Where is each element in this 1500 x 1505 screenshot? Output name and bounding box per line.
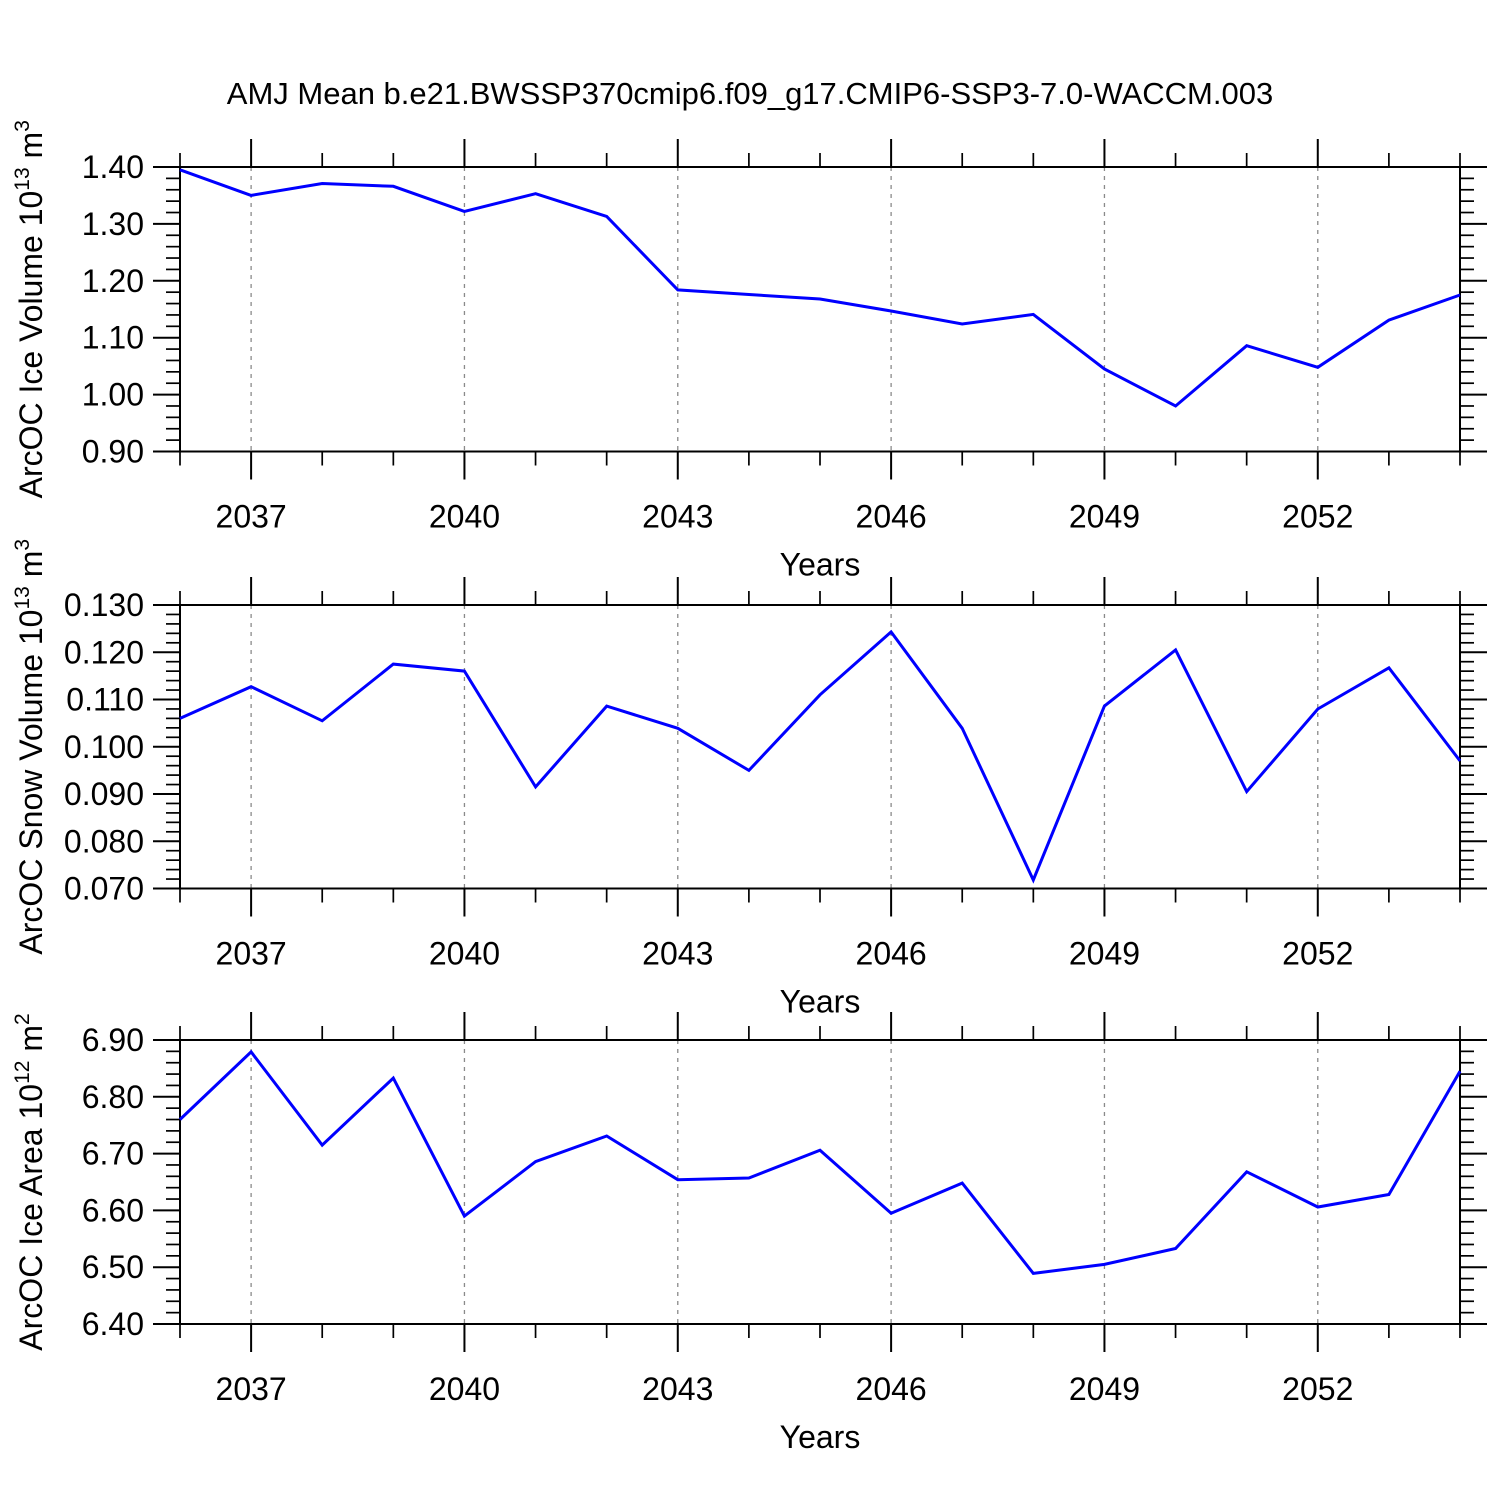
series-line-ice-area — [178, 1049, 1462, 1275]
y-axis-title-part: m — [13, 132, 49, 168]
x-tick-label: 2049 — [1069, 499, 1140, 535]
y-tick-label: 1.10 — [82, 320, 144, 356]
y-axis-title-sup: 2 — [11, 1013, 34, 1025]
series-line-ice-volume — [179, 168, 1461, 408]
plot-box — [179, 166, 1461, 453]
x-tick-label: 2049 — [1069, 1371, 1140, 1407]
y-axis-title-part: m — [13, 1025, 49, 1061]
y-tick-label: 6.70 — [82, 1136, 144, 1172]
panel-ice-area: 6.40 6.50 6.60 6.70 6.80 6.90 2037 2040 2043 2046… — [11, 1012, 1487, 1455]
plot-box — [179, 1039, 1461, 1325]
y-axis-title-part: ArcOC Snow Volume 10 — [13, 610, 49, 955]
x-tick-label: 2040 — [429, 936, 500, 972]
x-tick-label: 2049 — [1069, 936, 1140, 972]
y-tick-label: 0.110 — [66, 682, 144, 718]
y-axis-title-part: ArcOC Ice Volume 10 — [13, 191, 49, 499]
y-tick-label: 1.00 — [82, 377, 144, 413]
y-axis-title-part: ArcOC Ice Area 10 — [13, 1084, 49, 1351]
y-axis-title: ArcOC Ice Area 1012 m2 — [11, 1013, 49, 1350]
y-tick-label: 6.40 — [82, 1306, 144, 1342]
x-axis-title: Years — [780, 1419, 861, 1455]
y-tick-label: 0.080 — [64, 823, 144, 859]
y-tick-label: 6.50 — [82, 1249, 144, 1285]
y-axis-title: ArcOC Snow Volume 1013 m3 — [11, 539, 49, 955]
x-axis-title: Years — [780, 984, 861, 1020]
y-axis-title-sup: 3 — [11, 120, 34, 132]
plot-box — [179, 604, 1461, 890]
y-tick-label: 6.60 — [82, 1192, 144, 1228]
x-tick-label: 2043 — [642, 499, 713, 535]
x-axis-title: Years — [780, 547, 861, 583]
x-tick-label: 2052 — [1282, 936, 1353, 972]
x-tick-label: 2040 — [429, 1371, 500, 1407]
y-tick-label: 0.130 — [64, 587, 144, 623]
x-tick-label: 2052 — [1282, 1371, 1353, 1407]
series-line-snow-volume — [179, 629, 1462, 884]
x-tick-label: 2046 — [856, 499, 927, 535]
y-axis-title: ArcOC Ice Volume 1013 m3 — [11, 120, 49, 498]
y-tick-label: 6.80 — [82, 1079, 144, 1115]
y-tick-label: 0.090 — [64, 776, 144, 812]
x-tick-label: 2046 — [856, 1371, 927, 1407]
x-tick-label: 2043 — [642, 936, 713, 972]
x-tick-label: 2043 — [642, 1371, 713, 1407]
y-tick-label: 1.40 — [82, 149, 144, 185]
x-tick-label: 2046 — [856, 936, 927, 972]
panel-snow-volume: 0.070 0.080 0.090 0.100 0.110 0.120 0.130 2037 2… — [11, 539, 1487, 1020]
y-tick-label: 6.90 — [82, 1022, 144, 1058]
figure-title: AMJ Mean b.e21.BWSSP370cmip6.f09_g17.CMI… — [227, 76, 1273, 111]
x-tick-label: 2037 — [216, 1371, 287, 1407]
y-tick-label: 0.100 — [64, 729, 144, 765]
y-axis-title-sup: 12 — [11, 1061, 34, 1084]
x-tick-label: 2037 — [216, 936, 287, 972]
x-tick-label: 2052 — [1282, 499, 1353, 535]
y-axis-title-sup: 13 — [11, 586, 34, 609]
y-tick-label: 0.120 — [64, 634, 144, 670]
x-tick-label: 2040 — [429, 499, 500, 535]
panel-ice-volume: 0.90 1.00 1.10 1.20 1.30 1.40 2037 2040 2043 2046… — [11, 120, 1487, 583]
y-tick-label: 1.30 — [82, 206, 144, 242]
y-axis-title-sup: 13 — [11, 167, 34, 190]
y-tick-label: 1.20 — [82, 263, 144, 299]
panels: 0.90 1.00 1.10 1.20 1.30 1.40 2037 2040 2043 2046… — [11, 120, 1487, 1455]
y-tick-label: 0.90 — [82, 434, 144, 470]
y-axis-title-part: m — [13, 551, 49, 587]
y-tick-label: 0.070 — [64, 871, 144, 907]
y-axis-title-sup: 3 — [11, 539, 34, 551]
x-tick-label: 2037 — [216, 499, 287, 535]
